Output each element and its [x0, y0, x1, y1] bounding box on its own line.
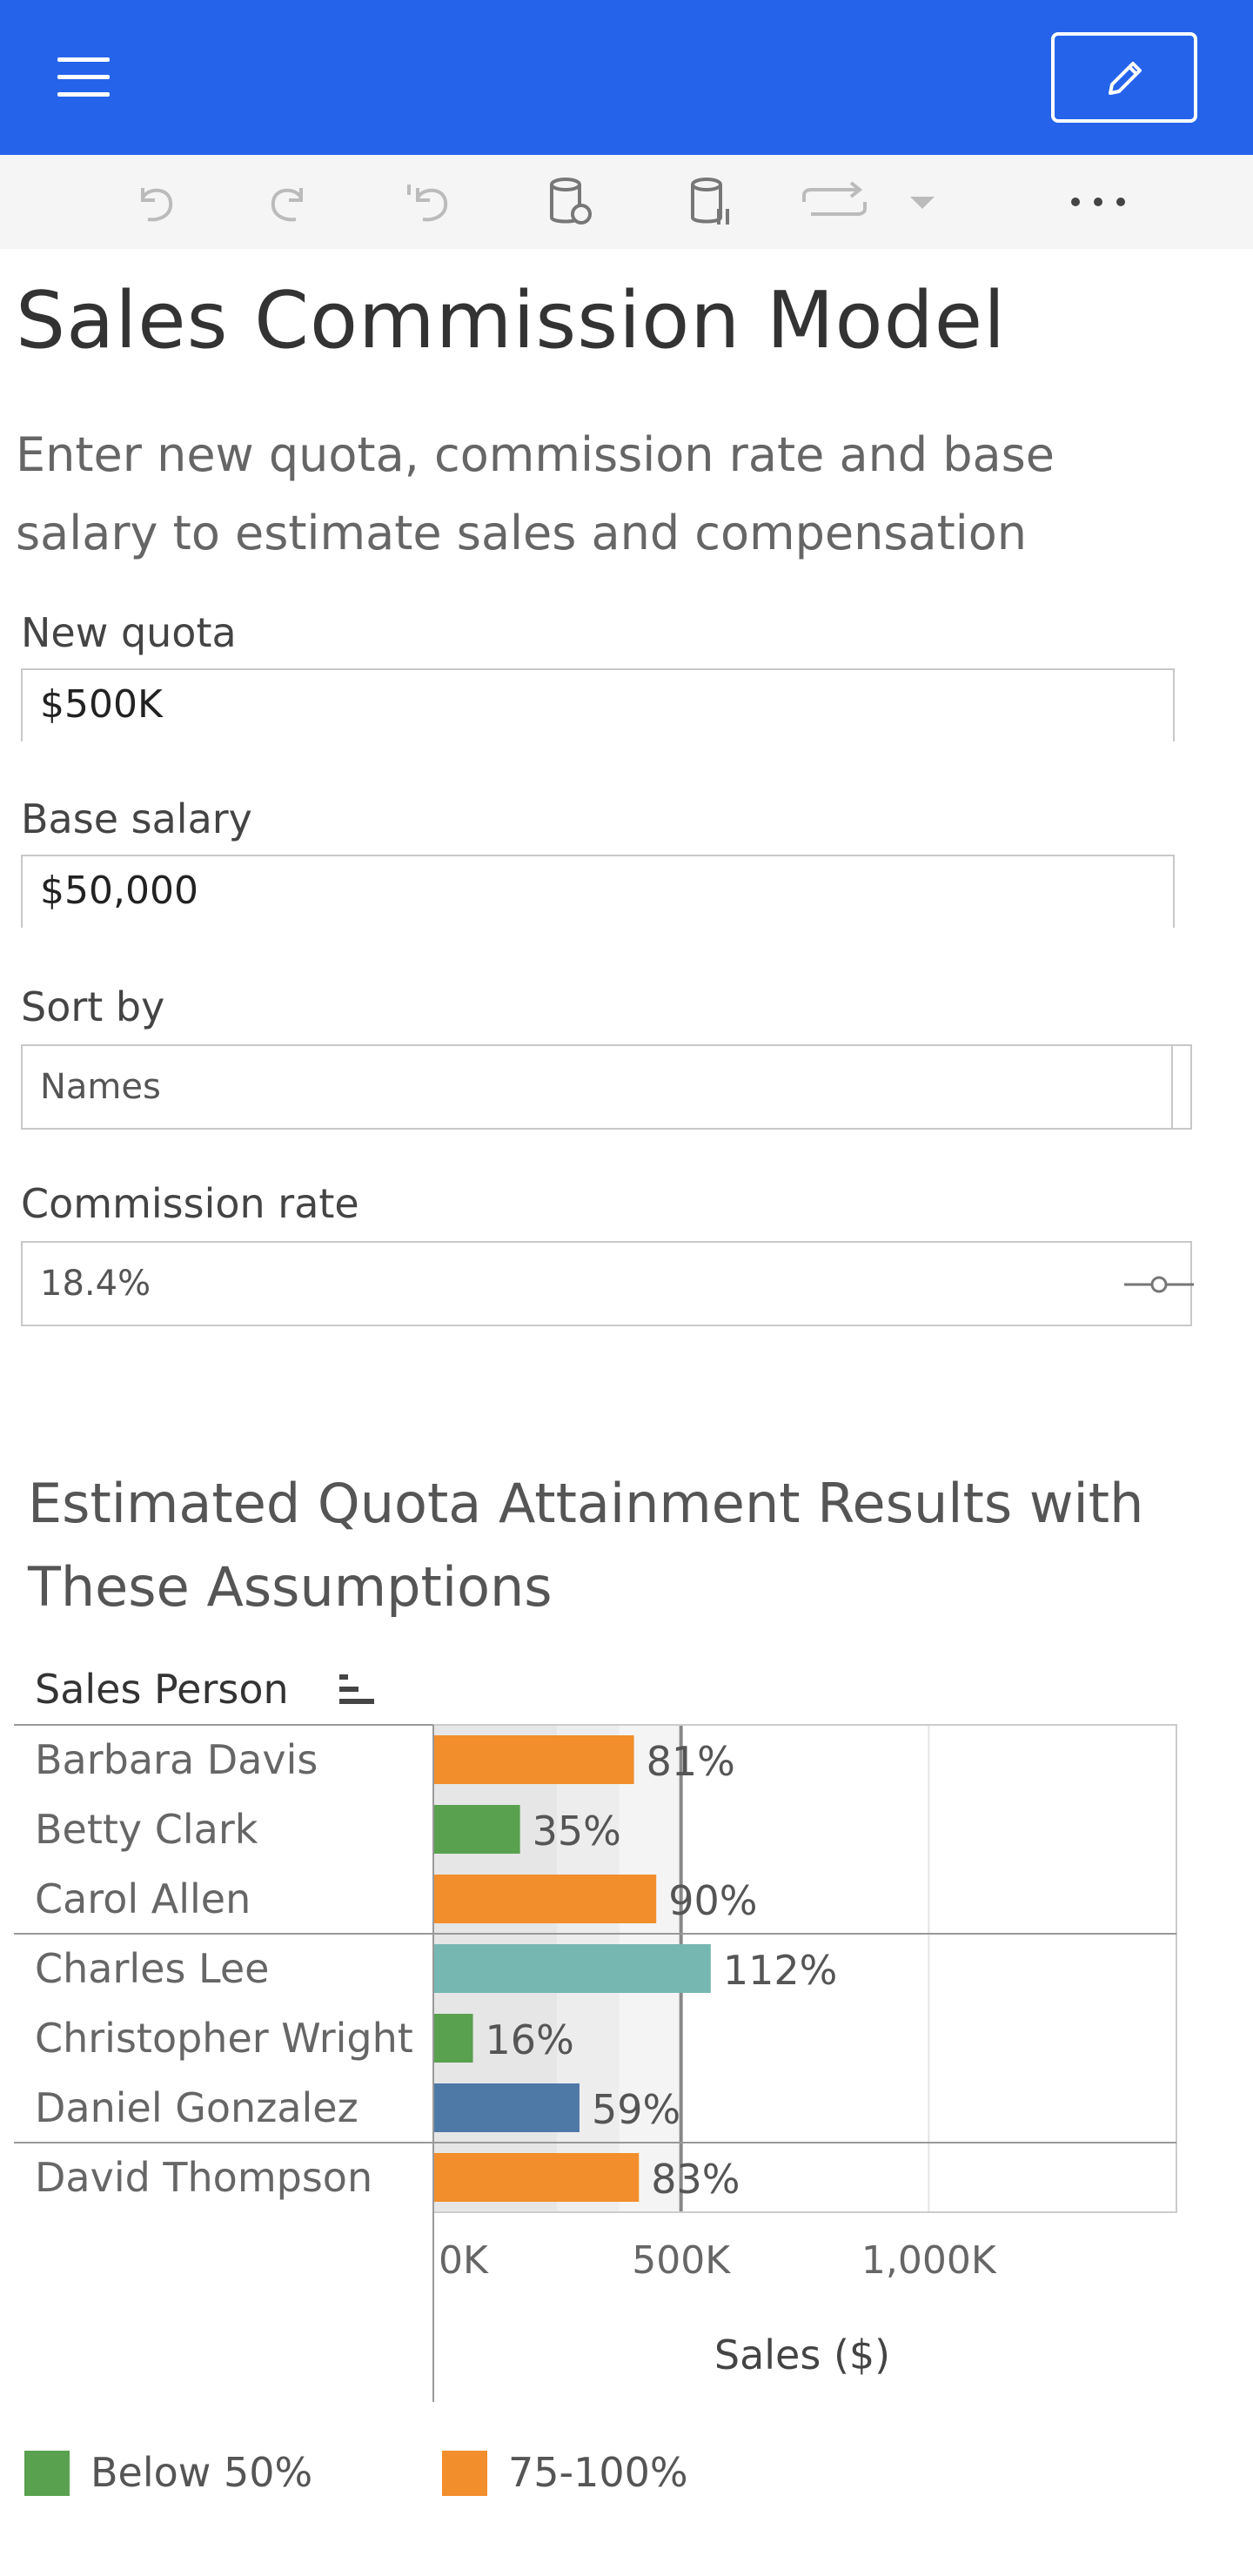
commission-rate-slider[interactable]: 18.4%	[21, 1241, 1194, 1326]
data-label: 81%	[647, 1738, 735, 1785]
category-label: Daniel Gonzalez	[35, 2084, 358, 2131]
page-subtitle: Enter new quota, commission rate and bas…	[16, 427, 1055, 560]
legend-swatch	[442, 2451, 487, 2496]
sort-by-select[interactable]: Names	[21, 1044, 1192, 1130]
top-bar	[0, 0, 1253, 155]
data-label: 35%	[533, 1808, 621, 1855]
legend-label: Below 50%	[90, 2449, 313, 2496]
x-axis-label: Sales ($)	[714, 2331, 890, 2378]
base-salary-value: $50,000	[40, 869, 198, 913]
data-label: 112%	[723, 1947, 838, 1994]
bar	[433, 1944, 711, 1993]
page-title: Sales Commission Model	[16, 275, 1007, 366]
hamburger-menu-icon[interactable]	[57, 57, 110, 97]
quota-value: $500K	[40, 682, 163, 727]
data-label: 90%	[668, 1877, 757, 1924]
legend-item[interactable]: Below 50%	[24, 2447, 390, 2496]
more-options-icon[interactable]	[1063, 174, 1133, 230]
quota-label: New quota	[21, 609, 237, 656]
edit-button[interactable]	[1051, 32, 1197, 123]
x-tick-label: 500K	[632, 2238, 731, 2283]
base-salary-input[interactable]: $50,000	[21, 855, 1175, 928]
x-tick-label: 0K	[439, 2238, 489, 2283]
base-salary-label: Base salary	[21, 795, 252, 842]
toolbar	[0, 155, 1253, 249]
legend-item[interactable]: 75-100%	[442, 2447, 807, 2496]
pencil-icon	[1109, 62, 1142, 95]
bar	[433, 1875, 657, 1923]
category-label: David Thompson	[35, 2154, 372, 2201]
category-label: Charles Lee	[35, 1945, 269, 1992]
dropdown-arrow-icon[interactable]	[905, 174, 940, 230]
legend-swatch	[24, 2451, 70, 2496]
data-label: 59%	[592, 2086, 680, 2133]
sort-by-value: Names	[40, 1067, 161, 1107]
bar	[433, 2014, 473, 2063]
swap-icon[interactable]	[801, 174, 868, 230]
category-label: Betty Clark	[35, 1806, 258, 1853]
x-tick-label: 1,000K	[861, 2238, 997, 2283]
data-label: 83%	[651, 2156, 740, 2203]
chart-title: Estimated Quota Attainment Results with …	[28, 1472, 1144, 1619]
revert-icon[interactable]	[402, 174, 458, 230]
pause-data-icon[interactable]	[684, 174, 740, 230]
bar	[433, 1805, 520, 1854]
quota-input[interactable]: $500K	[21, 668, 1175, 741]
data-label: 16%	[486, 2016, 574, 2063]
bar	[433, 1735, 634, 1784]
sort-icon[interactable]	[336, 1671, 378, 1709]
legend-label: 75-100%	[508, 2449, 688, 2496]
bar	[433, 2153, 640, 2202]
quota-attainment-chart: Barbara Davis Betty Clark Carol Allen Charl…	[14, 1724, 1177, 2402]
commission-rate-value: 18.4%	[40, 1264, 151, 1304]
undo-icon[interactable]	[127, 174, 183, 230]
category-label: Christopher Wright	[35, 2015, 413, 2062]
refresh-data-icon[interactable]	[543, 174, 599, 230]
select-divider	[1171, 1046, 1173, 1130]
slider-handle-icon[interactable]	[1124, 1269, 1194, 1300]
bar	[433, 2083, 580, 2132]
redo-icon[interactable]	[261, 174, 317, 230]
category-label: Barbara Davis	[35, 1736, 318, 1783]
category-label: Carol Allen	[35, 1875, 251, 1922]
sort-by-label: Sort by	[21, 983, 165, 1030]
sales-person-header: Sales Person	[35, 1666, 289, 1713]
commission-rate-label: Commission rate	[21, 1180, 359, 1227]
